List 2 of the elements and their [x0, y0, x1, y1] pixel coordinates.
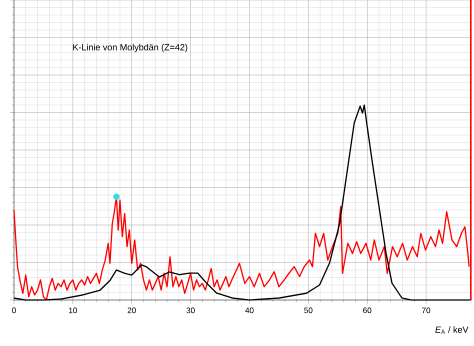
x-axis-title: E$_{A}$ / keV	[435, 326, 468, 334]
text: K-Linie von Molybdän (Z=42)	[73, 44, 188, 52]
